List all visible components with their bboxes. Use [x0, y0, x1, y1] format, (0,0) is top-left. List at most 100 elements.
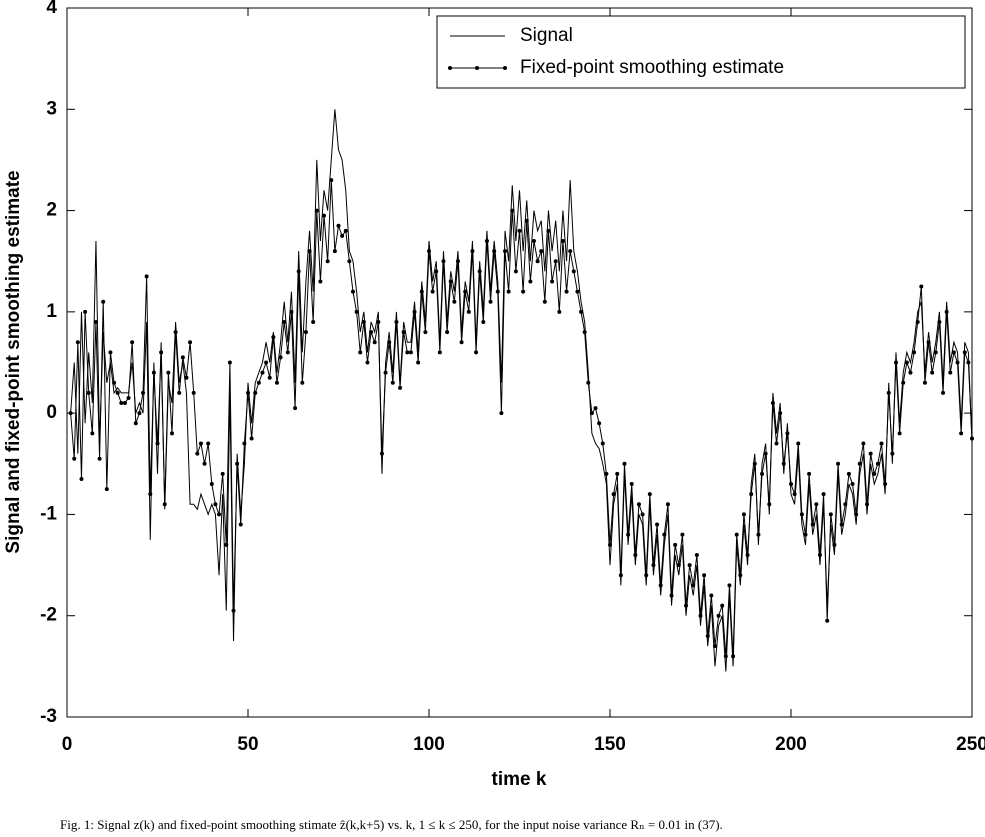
point — [843, 502, 848, 507]
point — [560, 238, 565, 243]
point — [647, 492, 652, 497]
point — [897, 431, 902, 436]
point — [673, 542, 678, 547]
point — [267, 375, 272, 380]
point — [108, 350, 113, 355]
x-axis-label: time k — [492, 769, 547, 790]
point — [517, 228, 522, 233]
point — [546, 228, 551, 233]
point — [90, 431, 95, 436]
point — [912, 350, 917, 355]
x-tick-label: 200 — [775, 734, 807, 755]
point — [600, 441, 605, 446]
plot-frame — [66, 7, 973, 718]
point — [336, 223, 341, 228]
point — [825, 618, 830, 623]
point — [383, 370, 388, 375]
point — [629, 482, 634, 487]
point — [604, 471, 609, 476]
point — [303, 330, 308, 335]
x-tick-label: 50 — [237, 734, 258, 755]
point — [528, 279, 533, 284]
point — [347, 259, 352, 264]
point — [828, 512, 833, 517]
point — [445, 330, 450, 335]
point — [709, 593, 714, 598]
point — [890, 451, 895, 456]
y-tick-label: 4 — [46, 0, 57, 18]
y-tick-label: 3 — [46, 98, 57, 119]
point — [126, 395, 131, 400]
point — [427, 249, 431, 254]
point — [970, 436, 974, 441]
point — [466, 309, 471, 314]
x-tick-label: 0 — [62, 734, 73, 755]
point — [285, 350, 290, 355]
point — [770, 401, 775, 406]
point — [119, 401, 124, 406]
point — [684, 603, 689, 608]
point — [781, 461, 786, 466]
point — [579, 309, 584, 314]
point — [484, 238, 489, 243]
point — [919, 284, 924, 289]
y-tick-label: 0 — [46, 402, 57, 423]
point — [662, 532, 667, 537]
point — [423, 330, 428, 335]
point — [358, 350, 363, 355]
point — [738, 573, 743, 578]
point — [778, 411, 783, 416]
point — [626, 532, 631, 537]
point — [803, 532, 808, 537]
point — [521, 289, 526, 294]
point — [441, 259, 446, 264]
point — [86, 390, 91, 395]
point — [173, 330, 178, 335]
point — [727, 583, 732, 588]
point — [550, 279, 555, 284]
point — [318, 279, 323, 284]
point — [296, 269, 301, 274]
point — [937, 319, 942, 324]
point — [213, 502, 218, 507]
point — [832, 542, 837, 547]
point — [716, 613, 721, 618]
point — [202, 461, 207, 466]
point — [112, 380, 117, 385]
point — [941, 390, 946, 395]
point — [959, 431, 964, 436]
point — [220, 471, 225, 476]
point — [789, 482, 793, 487]
point — [477, 269, 482, 274]
point — [191, 390, 196, 395]
point — [857, 461, 862, 466]
point — [224, 542, 229, 547]
point — [915, 319, 920, 324]
point — [513, 269, 518, 274]
point — [455, 259, 460, 264]
legend-label: Fixed-point smoothing estimate — [520, 57, 784, 78]
point — [868, 451, 873, 456]
point — [419, 289, 424, 294]
point — [763, 451, 768, 456]
point — [636, 502, 641, 507]
point — [249, 436, 254, 441]
point — [966, 360, 971, 365]
point — [568, 249, 573, 254]
point — [553, 259, 558, 264]
point — [539, 249, 544, 254]
point — [122, 401, 127, 406]
point — [350, 289, 355, 294]
y-tick-label: -2 — [40, 605, 57, 626]
point — [774, 441, 779, 446]
point — [640, 512, 645, 517]
point — [597, 421, 602, 426]
point — [524, 218, 529, 223]
point — [448, 279, 453, 284]
y-tick-label: 2 — [46, 200, 57, 221]
point — [372, 340, 377, 345]
point — [104, 487, 109, 492]
x-tick-label: 150 — [594, 734, 626, 755]
point — [282, 319, 287, 324]
